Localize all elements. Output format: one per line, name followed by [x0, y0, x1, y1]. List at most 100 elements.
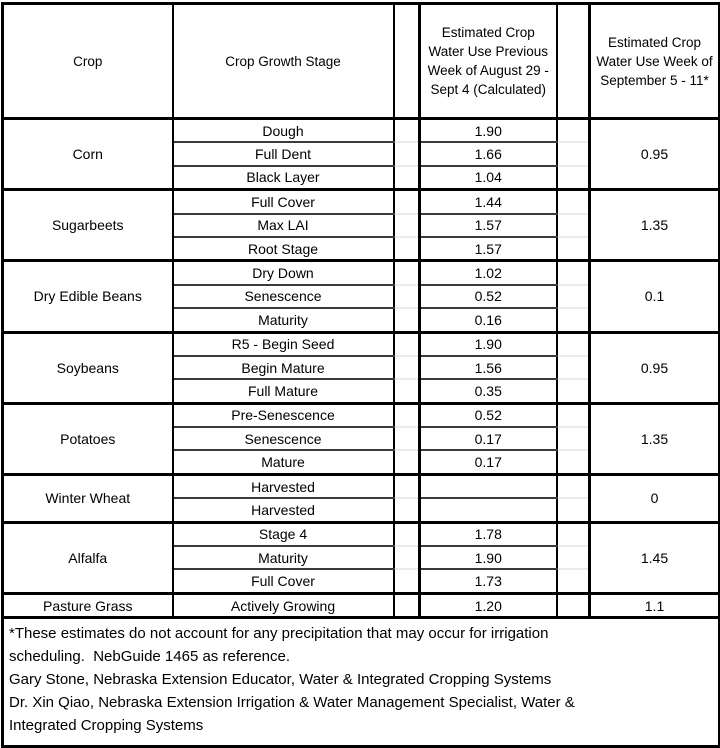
spacer-cell [555, 117, 591, 144]
spacer-cell [555, 188, 591, 215]
calculated-value-cell: 1.20 [418, 591, 558, 618]
spacer-cell [555, 284, 591, 310]
week-value-cell: 1.45 [588, 520, 720, 594]
table-row: Harvested [3, 498, 720, 523]
table-row: Senescence 0.17 [3, 427, 720, 452]
growth-stage-cell: Senescence [171, 284, 395, 310]
spacer-cell [555, 450, 591, 475]
table-row: Alfalfa Stage 4 1.78 1.45 [1, 520, 720, 594]
table-body: Corn Dough 1.90 0.95 Full Dent 1.66 Black Laye… [1, 116, 720, 618]
calculated-value-cell: 1.04 [418, 165, 558, 190]
col-header-calculated-water-use: Estimated Crop Water Use Previous Week o… [418, 3, 558, 120]
spacer-cell [392, 355, 421, 381]
calculated-value-cell: 1.90 [418, 330, 558, 357]
spacer-cell [392, 236, 421, 261]
calculated-value-cell: 1.44 [418, 188, 558, 215]
spacer-cell [392, 546, 421, 571]
calculated-value-cell: 0.52 [418, 284, 558, 310]
crop-cell: Dry Edible Beans [1, 259, 174, 333]
week-value-cell: 0.95 [588, 116, 720, 190]
spacer-cell [555, 520, 591, 548]
header-spacer-2 [555, 3, 591, 120]
table-row: Black Layer 1.04 [3, 165, 720, 190]
crop-cell: Sugarbeets [1, 188, 174, 261]
table-row: Corn Dough 1.90 0.95 [1, 116, 720, 190]
growth-stage-cell: Black Layer [171, 165, 395, 190]
calculated-value-cell: 0.16 [418, 308, 558, 333]
growth-stage-cell: Full Cover [171, 188, 395, 215]
spacer-cell [555, 259, 591, 286]
table-row: Potatoes Pre-Senescence 0.52 1.35 [1, 401, 720, 475]
table-row: Pasture Grass Actively Growing 1.20 1.1 [1, 591, 720, 618]
growth-stage-cell: Maturity [171, 308, 395, 333]
growth-stage-cell: Mature [171, 450, 395, 475]
crop-cell: Potatoes [1, 401, 174, 475]
growth-stage-cell: Full Mature [171, 379, 395, 404]
week-value-cell: 0.95 [588, 330, 720, 404]
spacer-cell [555, 213, 591, 238]
crop-cell: Pasture Grass [1, 591, 174, 618]
footnote-line-5: Integrated Cropping Systems [9, 717, 204, 735]
growth-stage-cell: Root Stage [171, 236, 395, 261]
growth-stage-cell: Full Dent [171, 142, 395, 167]
col-header-week-water-use: Estimated Crop Water Use Week of Septemb… [588, 3, 720, 120]
growth-stage-cell: Harvested [171, 498, 395, 523]
table-row: Mature 0.17 [3, 450, 720, 475]
spacer-cell [555, 308, 591, 333]
calculated-value-cell: 1.78 [418, 520, 558, 548]
spacer-cell [555, 546, 591, 571]
spacer-cell [392, 569, 421, 594]
calculated-value-cell: 1.57 [418, 213, 558, 238]
footnote-cell: *These estimates do not account for any … [2, 616, 720, 747]
col-header-growth-stage: Crop Growth Stage [171, 3, 395, 120]
header-row: Crop Crop Growth Stage Estimated Crop Wa… [1, 3, 720, 120]
footnote-line-3: Gary Stone, Nebraska Extension Educator,… [9, 671, 552, 689]
spacer-cell [392, 450, 421, 475]
table-row: Full Mature 0.35 [3, 379, 720, 404]
calculated-value-cell: 0.17 [418, 450, 558, 475]
spacer-cell [555, 165, 591, 190]
footnote-line-1: *These estimates do not account for any … [9, 625, 549, 643]
crop-cell: Corn [1, 116, 174, 190]
spacer-cell [555, 142, 591, 167]
table-row: Senescence 0.52 [3, 284, 720, 310]
growth-stage-cell: Max LAI [171, 213, 395, 238]
calculated-value-cell: 0.52 [418, 401, 558, 429]
crop-cell: Alfalfa [1, 520, 174, 594]
spacer-cell [555, 569, 591, 594]
table-row: Full Cover 1.73 [3, 569, 720, 594]
growth-stage-cell: Full Cover [171, 569, 395, 594]
spacer-cell [555, 472, 591, 500]
week-value-cell: 1.1 [588, 591, 720, 618]
spacer-cell [392, 330, 421, 357]
growth-stage-cell: Pre-Senescence [171, 401, 395, 429]
spacer-cell [392, 188, 421, 215]
spacer-cell [392, 213, 421, 238]
table-row: Maturity 1.90 [3, 546, 720, 571]
table-row: Dry Edible Beans Dry Down 1.02 0.1 [1, 259, 720, 333]
spacer-cell [555, 591, 591, 618]
growth-stage-cell: R5 - Begin Seed [171, 330, 395, 357]
spacer-cell [555, 236, 591, 261]
growth-stage-cell: Actively Growing [171, 591, 395, 618]
table-row: Root Stage 1.57 [3, 236, 720, 261]
calculated-value-cell: 1.90 [418, 117, 558, 144]
col-header-crop: Crop [1, 3, 174, 120]
spacer-cell [555, 498, 591, 523]
spacer-cell [392, 520, 421, 548]
calculated-value-cell: 1.66 [418, 142, 558, 167]
calculated-value-cell: 1.90 [418, 546, 558, 571]
spacer-cell [392, 117, 421, 144]
growth-stage-cell: Dough [171, 117, 395, 144]
week-value-cell: 0.1 [588, 259, 720, 333]
footnote-line-4: Dr. Xin Qiao, Nebraska Extension Irrigat… [9, 694, 575, 712]
calculated-value-cell: 1.73 [418, 569, 558, 594]
growth-stage-cell: Stage 4 [171, 520, 395, 548]
growth-stage-cell: Senescence [171, 427, 395, 452]
growth-stage-cell: Begin Mature [171, 355, 395, 381]
week-value-cell: 1.35 [588, 188, 720, 261]
spacer-cell [555, 401, 591, 429]
spacer-cell [392, 142, 421, 167]
